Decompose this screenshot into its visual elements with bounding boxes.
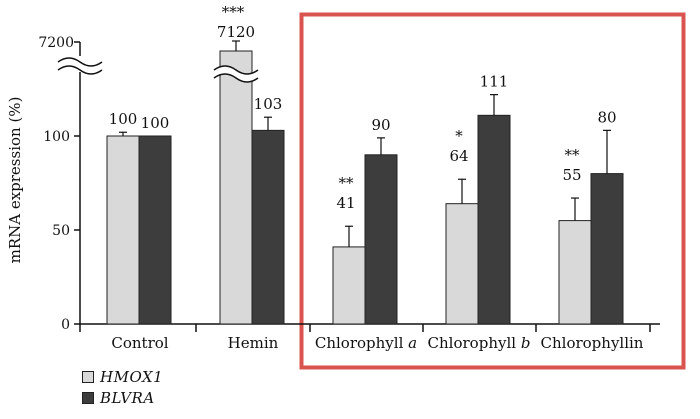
data-label: 90 — [371, 116, 390, 134]
legend-item-blvra: BLVRA — [82, 387, 163, 408]
legend-item-hmox1: HMOX1 — [82, 366, 163, 387]
bar-blvra — [477, 114, 511, 325]
significance-marker: ** — [339, 174, 355, 192]
y-tick-label: 7200 — [38, 35, 74, 51]
x-tick-label: Hemin — [228, 334, 279, 352]
bar-hmox1 — [332, 246, 366, 325]
y-axis-break-mark — [57, 57, 103, 67]
bar-break-gap — [214, 66, 258, 82]
y-axis-label: mRNA expression (%) — [6, 97, 24, 264]
bar-hmox1 — [219, 50, 253, 325]
legend-swatch-blvra — [82, 391, 94, 404]
axes: 0 50 100 7200 Control Hemin Chlorophyll a Chlor… — [38, 35, 660, 352]
bar-blvra — [251, 129, 285, 325]
x-tick-label: Chlorophyll b — [428, 334, 531, 352]
bar-hmox1 — [106, 135, 140, 325]
bars: 100 7120 *** 41 ** 64 * 55 ** 100 103 90 111 80 — [106, 3, 624, 325]
bar-blvra — [138, 135, 172, 325]
legend-swatch-hmox1 — [82, 370, 94, 383]
legend-label-hmox1: HMOX1 — [100, 367, 164, 386]
x-tick-label: Chlorophyllin — [541, 334, 644, 352]
data-label: 64 — [449, 147, 468, 165]
bar-blvra — [590, 173, 624, 325]
y-tick-label: 100 — [43, 129, 70, 145]
data-label: 111 — [480, 73, 509, 91]
legend-label-blvra: BLVRA — [100, 388, 155, 407]
bar-hmox1 — [558, 220, 592, 325]
y-axis-break-mark — [57, 65, 103, 75]
data-label: 100 — [109, 110, 138, 128]
y-tick-label: 50 — [52, 223, 70, 239]
y-tick-label: 0 — [61, 317, 70, 333]
data-label: 41 — [336, 194, 355, 212]
bar-hmox1 — [445, 203, 479, 325]
legend: HMOX1 BLVRA — [82, 366, 163, 408]
significance-marker: ** — [565, 146, 581, 164]
data-label: 55 — [562, 166, 581, 184]
significance-marker: *** — [222, 3, 245, 21]
bar-break-mark — [213, 65, 259, 75]
data-label: 7120 — [217, 23, 255, 41]
highlight-box — [299, 12, 686, 370]
x-tick-label: Control — [111, 334, 168, 352]
data-label: 80 — [597, 108, 616, 126]
bar-blvra — [364, 154, 398, 325]
data-label: 100 — [141, 114, 170, 132]
data-label: 103 — [254, 95, 283, 113]
bar-break-mark — [213, 73, 259, 83]
significance-marker: * — [455, 127, 463, 145]
x-tick-label: Chlorophyll a — [315, 334, 417, 352]
